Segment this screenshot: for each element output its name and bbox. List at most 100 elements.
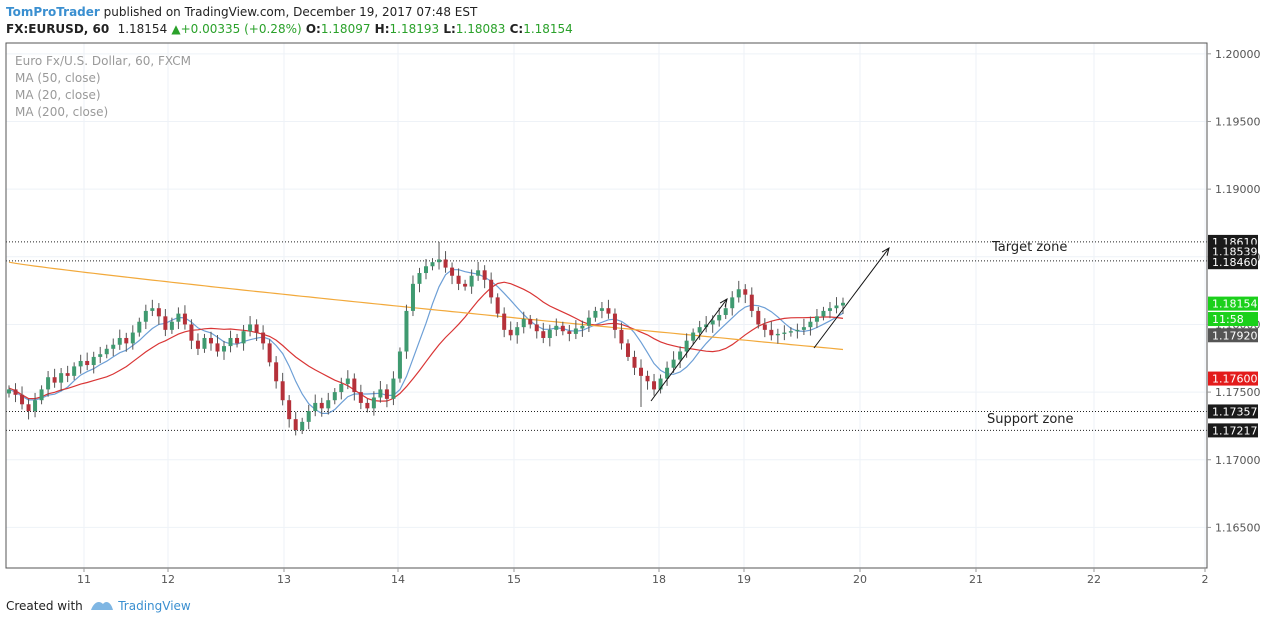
chart-frame xyxy=(5,42,1208,569)
x-tick-label: 2 xyxy=(1202,573,1209,586)
candle-body xyxy=(274,362,279,382)
candle-body xyxy=(163,316,168,330)
candle-body xyxy=(169,321,174,330)
price-label-box xyxy=(1208,312,1258,327)
y-tick-label: 1.16500 xyxy=(1215,521,1261,534)
candle-body xyxy=(287,400,292,420)
candle-body xyxy=(208,337,213,344)
candle-body xyxy=(241,331,246,344)
candle-body xyxy=(397,351,402,379)
candle-body xyxy=(59,373,64,383)
candle-body xyxy=(788,331,793,333)
author-name[interactable]: TomProTrader xyxy=(6,5,100,19)
candle-body xyxy=(476,270,481,276)
candle-body xyxy=(782,332,787,334)
c-label: C: xyxy=(509,22,524,36)
candle-body xyxy=(827,308,832,311)
candle-body xyxy=(91,356,96,366)
trend-arrow-1 xyxy=(650,298,728,402)
candle-body xyxy=(189,324,194,341)
y-tick-label: 1.20000 xyxy=(1215,48,1261,61)
close-value: 1.18154 xyxy=(523,22,573,36)
candle-body xyxy=(639,367,644,376)
publish-info: published on TradingView.com, December 1… xyxy=(103,5,478,19)
candle-body xyxy=(775,333,780,336)
time-axis[interactable]: 11 12 13 14 15 18 19 20 21 22 2 xyxy=(77,568,1209,586)
candle-body xyxy=(391,378,396,399)
price-label-box xyxy=(1208,328,1258,343)
candle-body xyxy=(319,402,324,409)
candle-body xyxy=(456,275,461,284)
up-arrow-icon: ▲ xyxy=(171,22,181,36)
candle-body xyxy=(98,354,103,357)
x-tick-label: 13 xyxy=(277,573,291,586)
price-label-box xyxy=(1208,296,1258,311)
candle-body xyxy=(567,331,572,334)
candle-body xyxy=(371,397,376,409)
candle-body xyxy=(65,373,70,376)
candle-body xyxy=(769,329,774,336)
ma-50-line xyxy=(8,281,844,402)
trend-arrows xyxy=(650,246,890,402)
candle-body xyxy=(404,310,409,352)
candle-body xyxy=(417,273,422,284)
low-value: 1.18083 xyxy=(455,22,506,36)
candle-body xyxy=(7,389,11,394)
candle-body xyxy=(691,332,696,341)
x-tick-label: 21 xyxy=(969,573,983,586)
candle-body xyxy=(463,283,468,287)
plot-border xyxy=(5,42,1208,569)
candle-body xyxy=(841,302,845,306)
candle-body xyxy=(267,343,272,363)
legend-ma50: MA (50, close) xyxy=(15,71,101,85)
candle-body xyxy=(723,308,728,315)
tradingview-link[interactable]: TradingView xyxy=(118,599,191,613)
candle-body xyxy=(365,402,370,409)
candle-body xyxy=(625,343,630,357)
candle-body xyxy=(580,325,585,329)
candle-body xyxy=(104,348,109,355)
candle-body xyxy=(586,317,591,326)
y-tick-label: 1.17000 xyxy=(1215,454,1261,467)
candle-body xyxy=(808,321,813,328)
open-value: 1.18097 xyxy=(320,22,371,36)
candle-body xyxy=(222,346,227,352)
candle-body xyxy=(345,378,350,384)
o-label: O: xyxy=(305,22,321,36)
candle-body xyxy=(645,375,650,382)
candle-body xyxy=(821,310,826,317)
price-label-box xyxy=(1208,371,1258,386)
candle-body xyxy=(137,321,142,333)
ma-20-line xyxy=(8,269,844,414)
grid xyxy=(6,43,1207,568)
price-axis[interactable]: 1.200001.195001.190001.185001.180001.175… xyxy=(1207,48,1261,535)
price-label-box xyxy=(1208,404,1258,419)
trend-arrow-2 xyxy=(813,247,890,349)
candle-body xyxy=(554,325,559,330)
price-label-text: 11:58 xyxy=(1212,313,1244,326)
candle-body xyxy=(280,381,285,401)
candle-body xyxy=(261,332,266,344)
candle-body xyxy=(795,329,800,332)
candle-body xyxy=(834,305,839,309)
candle-body xyxy=(756,310,761,325)
candle-body xyxy=(13,389,18,395)
legend-ma200: MA (200, close) xyxy=(15,105,108,119)
x-tick-label: 11 xyxy=(77,573,91,586)
price-label-text: 1.17217 xyxy=(1212,424,1258,437)
tradingview-logo-icon[interactable] xyxy=(90,598,114,612)
candle-body xyxy=(326,400,331,409)
x-tick-label: 22 xyxy=(1087,573,1101,586)
candle-body xyxy=(515,327,520,336)
candle-body xyxy=(671,359,676,368)
price-label-text: 1.17600 xyxy=(1212,373,1258,386)
candle-body xyxy=(508,329,513,336)
change: +0.00335 (+0.28%) xyxy=(180,22,302,36)
candle-body xyxy=(150,308,155,311)
candle-body xyxy=(560,325,565,332)
candle-body xyxy=(606,308,611,314)
candle-body xyxy=(202,337,207,349)
x-tick-label: 18 xyxy=(652,573,666,586)
y-tick-label: 1.19000 xyxy=(1215,183,1261,196)
